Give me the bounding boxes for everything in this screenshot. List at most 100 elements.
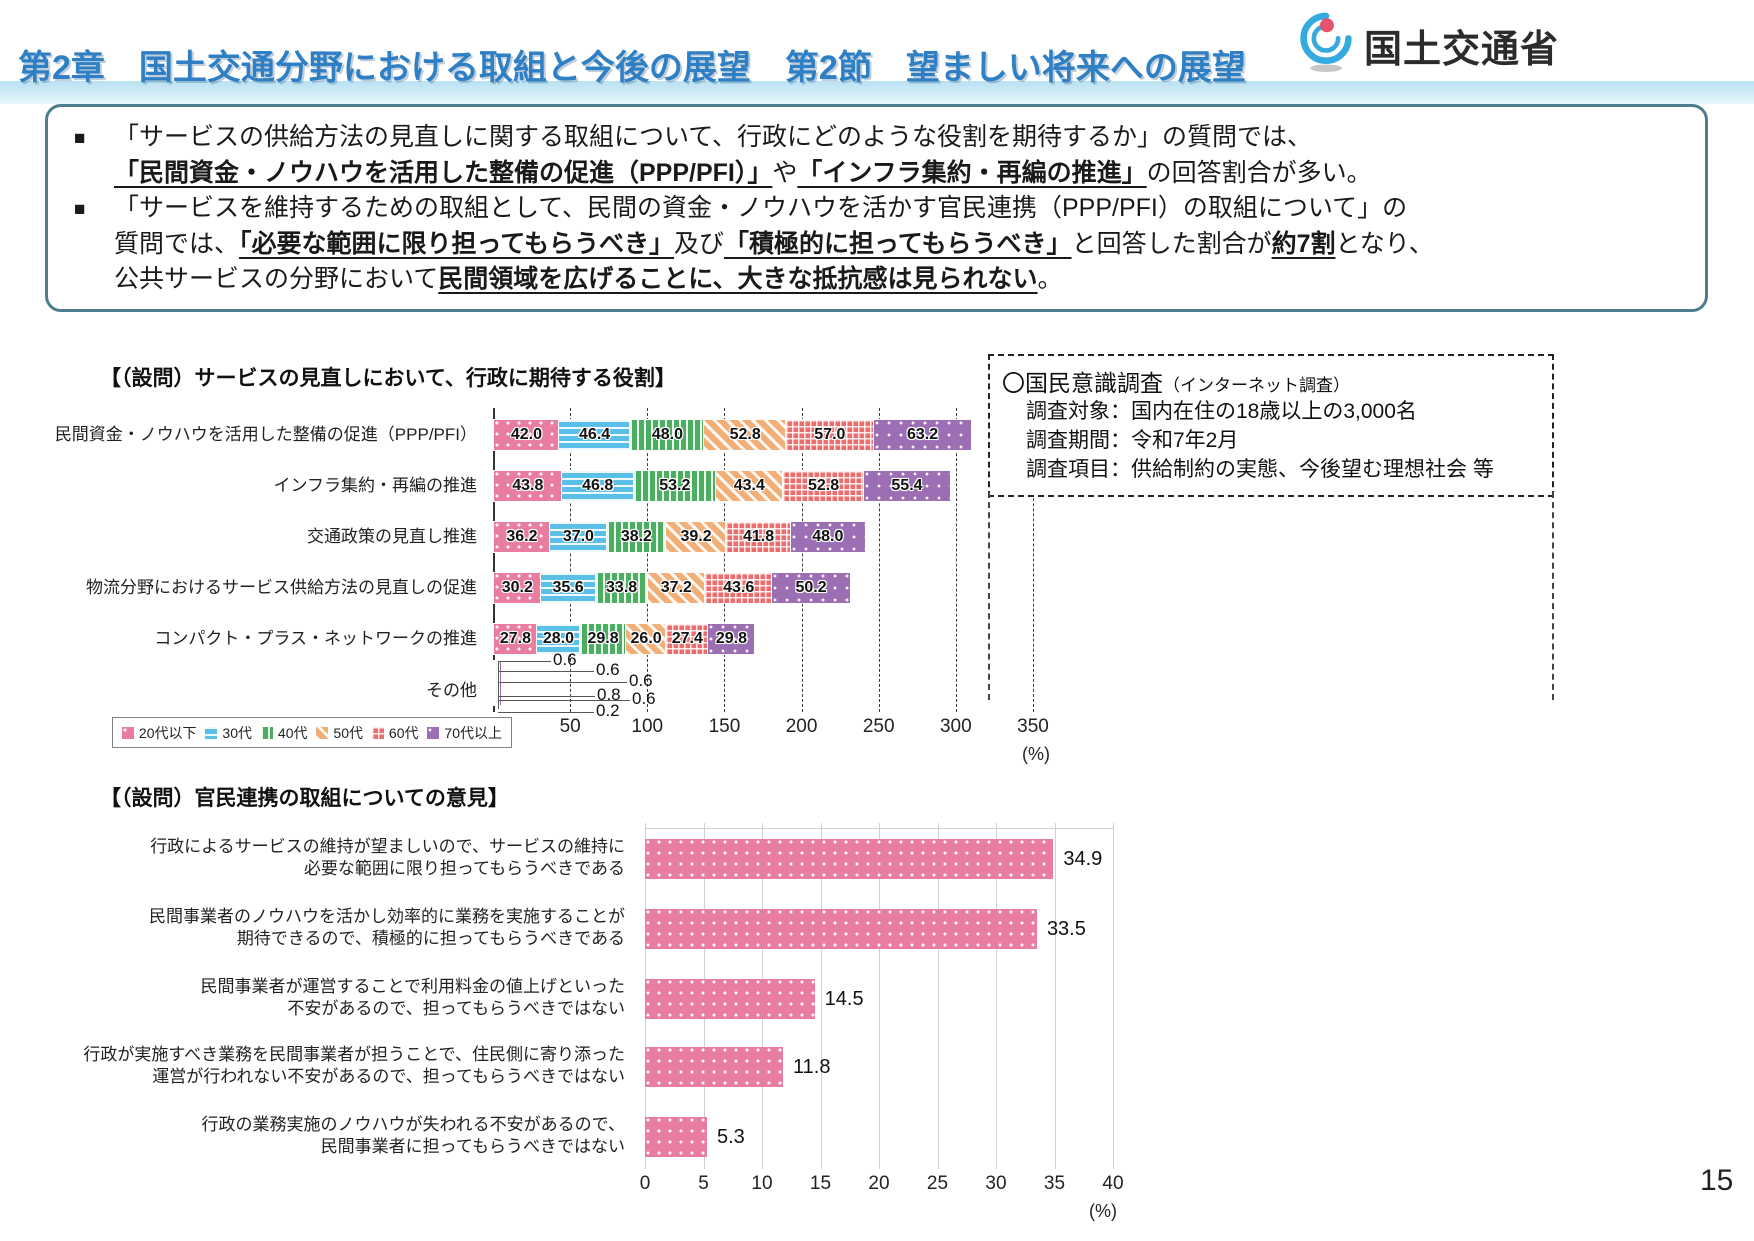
chart1-gridline bbox=[1033, 408, 1034, 712]
x-axis-tick-label: 150 bbox=[708, 716, 741, 737]
bar-segment: 27.8 bbox=[493, 623, 538, 655]
survey-info-title-line: 〇国民意識調査（インターネット調査） bbox=[1002, 364, 1540, 398]
bar-segment: 48.0 bbox=[789, 521, 866, 553]
plain-text: 。 bbox=[1037, 265, 1063, 293]
other-callout-label: 0.2 bbox=[596, 701, 620, 720]
bar-segment-value: 26.0 bbox=[630, 630, 662, 647]
bar-segment: 55.4 bbox=[863, 470, 951, 502]
mlit-logo-text: 国土交通省 bbox=[1364, 29, 1560, 71]
plain-text: 及び bbox=[674, 229, 725, 258]
legend-label: 30代 bbox=[222, 724, 252, 741]
bar-segment-value: 27.4 bbox=[671, 630, 703, 647]
legend-item: 50代 bbox=[316, 723, 363, 743]
bar-segment-value: 52.8 bbox=[729, 426, 761, 443]
chart2-category-label: 民間事業者のノウハウを活かし効率的に業務を実施することが 期待できるので、積極的に… bbox=[149, 905, 625, 951]
plain-text: 「サービスの供給方法の見直しに関する取組について、行政にどのような役割を期待する… bbox=[114, 123, 1313, 151]
x-axis-tick-label: 10 bbox=[751, 1173, 773, 1194]
chart2-category-label: 行政が実施すべき業務を民間事業者が担うことで、住民側に寄り添った 運営が行われない… bbox=[83, 1043, 625, 1089]
bar-segment: 33.8 bbox=[594, 572, 649, 604]
bullet-text: 「サービスを維持するための取組として、民間の資金・ノウハウを活かす官民連携（PP… bbox=[114, 191, 1434, 298]
legend-item: 60代 bbox=[371, 723, 419, 743]
dashed-guide-line bbox=[1552, 492, 1554, 700]
x-axis-tick-label: 20 bbox=[868, 1173, 890, 1194]
summary-bullet: ■ 「サービスを維持するための取組として、民間の資金・ノウハウを活かす官民連携（P… bbox=[74, 191, 1685, 298]
chart1-category-label: コンパクト・プラス・ネットワークの推進 bbox=[154, 629, 477, 648]
bar-segment: 37.0 bbox=[548, 521, 608, 553]
page-number: 15 bbox=[1700, 1164, 1734, 1197]
bar-segment: 52.8 bbox=[703, 419, 787, 451]
bar-segment: 57.0 bbox=[784, 419, 875, 451]
legend-item: 20代以下 bbox=[121, 723, 197, 743]
plain-text: 公共サービスの分野において bbox=[114, 265, 439, 293]
bar-segment: 52.8 bbox=[781, 470, 866, 502]
x-axis-tick-label: 40 bbox=[1102, 1173, 1124, 1194]
legend-item: 40代 bbox=[260, 723, 308, 743]
chart2-category-label: 民間事業者が運営することで利用料金の値上げといった 不安があるので、担ってもらうべ… bbox=[201, 975, 626, 1021]
bar-segment-value: 35.6 bbox=[552, 579, 584, 596]
bar-segment: 36.2 bbox=[493, 521, 551, 553]
callout-line bbox=[498, 700, 630, 701]
chart1-bar-row: 36.2 37.0 38.2 39.2 41.8 48.0 bbox=[493, 521, 866, 553]
other-callout-label: 0.6 bbox=[596, 660, 620, 679]
bar-segment: 29.8 bbox=[579, 623, 628, 655]
bar-segment-value: 39.2 bbox=[680, 528, 712, 545]
emphasized-text: 「必要な範囲に限り担ってもらうべき」 bbox=[239, 229, 675, 258]
legend-marker-icon bbox=[371, 726, 384, 739]
callout-line bbox=[498, 696, 595, 697]
chart2-category-label: 行政によるサービスの維持が望ましいので、サービスの維持に 必要な範囲に限り担っても… bbox=[150, 835, 625, 881]
legend-label: 70代以上 bbox=[444, 724, 502, 741]
chart2-bar-row: 11.8 bbox=[645, 1047, 831, 1087]
chart1-legend: 20代以下 30代 40代 50代 60代 70代以上 bbox=[112, 717, 512, 748]
chart2-bar-row: 33.5 bbox=[645, 909, 1086, 949]
survey-info-line: 調査項目：供給制約の実態、今後望む理想社会 等 bbox=[1026, 457, 1494, 481]
chart2-bar-row: 14.5 bbox=[645, 979, 864, 1019]
chart2-category-text: 民間事業者のノウハウを活かし効率的に業務を実施することが 期待できるので、積極的に… bbox=[149, 906, 625, 948]
x-axis-tick-label: 25 bbox=[926, 1173, 949, 1194]
survey-info-title-note: （インターネット調査） bbox=[1163, 376, 1350, 395]
chart2-plot: 34.9 33.5 14.5 11.8 5.3 0 5 10 15 20 25 30 35 40 (%) bbox=[640, 823, 1124, 1221]
chart1-gridline bbox=[647, 408, 649, 712]
bar-segment: 43.6 bbox=[704, 572, 774, 604]
chart2-gridline bbox=[879, 823, 880, 1169]
x-axis-tick-label: 200 bbox=[785, 716, 818, 737]
chart2-title: 【（設問）官民連携の取組についての意見】 bbox=[100, 787, 509, 810]
chart2-gridline bbox=[996, 823, 997, 1169]
survey-info-title: 〇国民意識調査 bbox=[1002, 370, 1163, 396]
summary-box: ■ 「サービスの供給方法の見直しに関する取組について、行政にどのような役割を期待す… bbox=[45, 104, 1708, 312]
chart2-category-text: 行政の業務実施のノウハウが失われる不安があるので、 民間事業者に担ってもらうべきで… bbox=[201, 1114, 625, 1156]
chart1-category-label: インフラ集約・再編の推進 bbox=[273, 476, 478, 495]
callout-line bbox=[498, 712, 594, 713]
x-axis-tick-label: 15 bbox=[809, 1173, 832, 1194]
bar-segment: 41.8 bbox=[725, 521, 792, 553]
chart1-bar-row: 43.8 46.8 53.2 43.4 52.8 55.4 bbox=[493, 470, 951, 502]
bar-segment-value: 30.2 bbox=[501, 579, 533, 596]
bar-segment: 46.8 bbox=[560, 470, 635, 502]
plain-text: 質問では、 bbox=[114, 229, 240, 258]
bar-segment-value: 37.0 bbox=[562, 528, 594, 545]
legend-marker-icon bbox=[205, 726, 218, 739]
bar-segment: 29.8 bbox=[707, 623, 756, 655]
chart2-category-text: 民間事業者が運営することで利用料金の値上げといった 不安があるので、担ってもらうべ… bbox=[200, 976, 626, 1018]
x-axis-unit-label: (%) bbox=[1022, 744, 1050, 764]
bar-segment-value: 37.2 bbox=[660, 579, 692, 596]
bar-segment-value: 36.2 bbox=[506, 528, 538, 545]
mlit-logo-icon bbox=[1298, 12, 1354, 79]
chart1-bar-row: 30.2 35.6 33.8 37.2 43.6 50.2 bbox=[493, 572, 851, 604]
chart1-gridline bbox=[570, 408, 572, 712]
chart1-gridline bbox=[801, 408, 803, 712]
emphasized-text: 「民間資金・ノウハウを活用した整備の促進（PPP/PFI）」 bbox=[114, 158, 773, 187]
bar-segment: 46.4 bbox=[557, 419, 632, 451]
chart2-bar bbox=[645, 979, 815, 1019]
bar-segment-value: 28.0 bbox=[542, 630, 575, 647]
legend-label: 40代 bbox=[277, 724, 308, 741]
bar-segment: 28.0 bbox=[535, 623, 582, 655]
chart1-category-labels: 民間資金・ノウハウを活用した整備の促進（PPP/PFI） インフラ集約・再編の推進… bbox=[55, 408, 485, 738]
bar-segment: 35.6 bbox=[539, 572, 597, 604]
chart1-bar-row: 42.0 46.4 48.0 52.8 57.0 63.2 bbox=[493, 419, 973, 451]
header-band bbox=[0, 81, 1754, 104]
bar-segment-value: 27.8 bbox=[499, 630, 532, 647]
x-axis-tick-label: 30 bbox=[985, 1173, 1007, 1194]
bar-segment-value: 42.0 bbox=[510, 426, 542, 443]
bar-segment-value: 33.8 bbox=[606, 579, 638, 596]
